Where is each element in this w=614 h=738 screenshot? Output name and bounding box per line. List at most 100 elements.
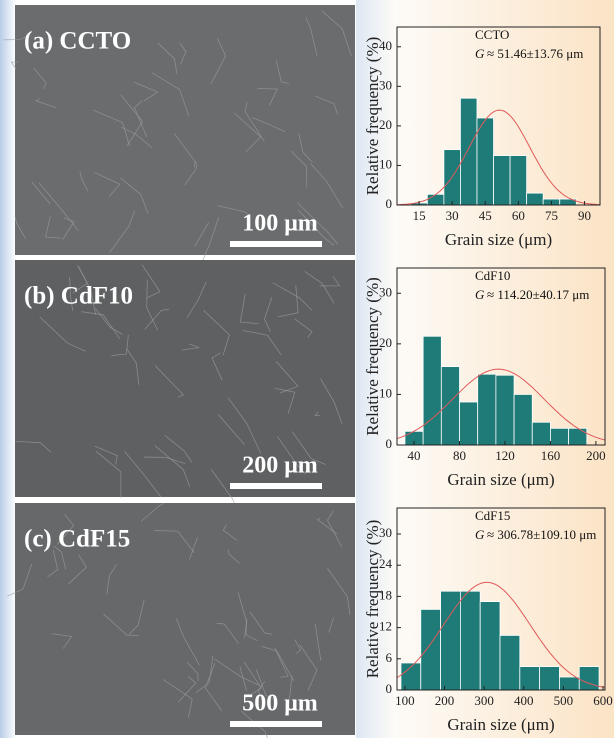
bar <box>420 609 441 691</box>
grain-boundary <box>210 38 227 84</box>
x-tick-label: 300 <box>474 693 494 708</box>
grain-boundary <box>275 361 299 394</box>
grain-boundary <box>186 661 199 682</box>
grain-boundary <box>305 17 318 56</box>
grain-boundary <box>239 666 247 691</box>
grain-boundary <box>272 282 313 311</box>
grain-boundary <box>242 329 282 356</box>
grain-boundary <box>327 510 343 548</box>
grain-boundary <box>297 209 335 246</box>
y-tick-label: 20 <box>379 335 392 350</box>
x-tick-label: 60 <box>512 208 525 223</box>
x-tick-label: 500 <box>554 693 574 708</box>
x-tick-label: 90 <box>578 208 591 223</box>
grain-boundary <box>321 10 352 56</box>
x-tick-label: 120 <box>495 448 515 463</box>
y-axis-title: Relative frequency (%) <box>363 37 382 196</box>
x-tick-label: 200 <box>435 693 455 708</box>
grain-boundary <box>299 644 318 691</box>
grain-boundary <box>173 132 196 168</box>
grain-boundary <box>276 436 306 475</box>
bar <box>477 373 497 446</box>
grain-boundary <box>240 710 268 738</box>
grain-boundary <box>164 435 193 463</box>
grain-boundary <box>291 431 326 465</box>
grain-boundary <box>244 102 265 142</box>
grain-boundary <box>133 100 148 138</box>
bar <box>550 427 570 446</box>
scale-bar-label: 100 μm <box>242 211 318 237</box>
x-tick-label: 200 <box>586 448 606 463</box>
grain-boundary <box>31 181 51 205</box>
x-tick-label: 30 <box>446 208 459 223</box>
x-tick-label: 100 <box>395 693 415 708</box>
grain-boundary <box>94 172 121 197</box>
grain-boundary <box>294 318 313 338</box>
grain-boundary <box>103 613 139 636</box>
plot-frame <box>396 26 601 206</box>
sem-image <box>15 260 355 517</box>
x-axis-title: Grain size (μm) <box>447 470 554 489</box>
y-tick-label: 0 <box>386 196 393 211</box>
scale-bar <box>230 721 322 727</box>
y-tick-label: 40 <box>379 38 392 53</box>
grain-boundary <box>178 676 197 703</box>
grain-boundary <box>214 658 260 686</box>
grain-boundary <box>294 639 301 655</box>
grain-boundary <box>184 161 197 186</box>
grain-boundary <box>314 623 322 661</box>
grain-boundary <box>181 343 200 351</box>
annotation-symbol: G <box>475 287 485 302</box>
bar <box>479 601 501 691</box>
grain-boundary <box>146 279 159 331</box>
y-tick-label: 0 <box>386 681 393 696</box>
grain-boundary <box>79 171 89 192</box>
grain-boundary <box>10 61 19 70</box>
bar <box>519 666 541 691</box>
grain-boundary <box>53 545 67 570</box>
grain-boundary <box>175 618 200 666</box>
grain-boundary <box>261 645 295 682</box>
grain-boundary <box>328 617 335 633</box>
grain-boundary <box>227 397 262 454</box>
grain-boundary <box>3 35 28 41</box>
grain-boundary <box>319 276 341 287</box>
chart-title: CCTO <box>475 27 509 42</box>
grain-boundary <box>39 316 86 352</box>
edge <box>0 0 16 738</box>
grain-boundary <box>154 365 185 398</box>
plot-frame <box>396 507 606 691</box>
grain-boundary <box>51 633 73 649</box>
grain-boundary <box>77 264 97 316</box>
grain-boundary <box>315 95 338 115</box>
grain-boundary <box>327 568 351 616</box>
grain-boundary <box>222 524 238 541</box>
grain-boundary <box>143 456 186 464</box>
grain-boundary <box>62 217 75 240</box>
annotation-symbol: G <box>475 46 485 61</box>
grain-boundary <box>7 563 33 597</box>
grain-boundary <box>298 133 313 163</box>
grain-boundary <box>154 445 191 487</box>
grain-boundary <box>257 87 278 106</box>
chart-title: CdF15 <box>475 508 510 523</box>
grain-boundary <box>310 163 343 209</box>
y-tick-label: 30 <box>379 284 392 299</box>
grain-boundary <box>252 117 286 133</box>
grain-boundary <box>297 202 339 245</box>
bar <box>440 590 461 691</box>
grain-boundary <box>275 60 290 84</box>
grain-boundary <box>243 661 262 697</box>
grain-boundary <box>154 530 195 554</box>
grain-boundary <box>290 150 308 188</box>
bar <box>509 155 528 206</box>
scale-bar <box>230 483 322 489</box>
grain-boundary <box>186 281 207 318</box>
grain-boundary <box>128 599 145 635</box>
x-tick-label: 80 <box>453 448 466 463</box>
bar <box>513 394 533 446</box>
sem-image <box>3 5 355 274</box>
grain-boundary <box>126 348 140 385</box>
x-tick-label: 45 <box>479 208 492 223</box>
